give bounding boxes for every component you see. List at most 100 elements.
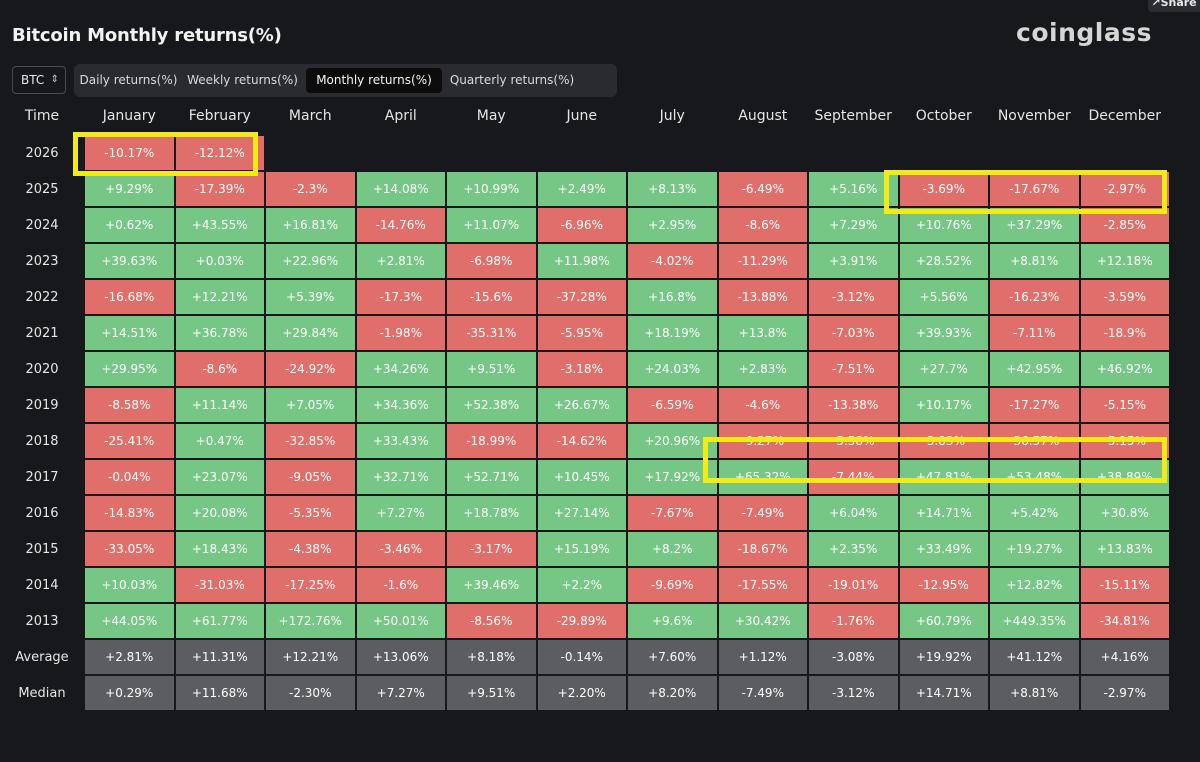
stat-cell: +7.27% bbox=[355, 675, 446, 711]
stat-cell: +8.81% bbox=[989, 675, 1080, 711]
return-cell: +10.99% bbox=[446, 171, 537, 207]
column-header-june: June bbox=[566, 108, 598, 124]
column-header-november: November bbox=[997, 108, 1071, 124]
year-label: 2017 bbox=[25, 469, 59, 485]
return-cell: +3.91% bbox=[808, 243, 899, 279]
return-cell: +7.27% bbox=[355, 495, 446, 531]
return-cell: -5.58% bbox=[808, 423, 899, 459]
return-cell: -17.67% bbox=[989, 171, 1080, 207]
return-cell: +53.48% bbox=[989, 459, 1080, 495]
page-title: Bitcoin Monthly returns(%) bbox=[12, 25, 282, 46]
tab-quarterly-returns[interactable]: Quarterly returns(%) bbox=[449, 73, 575, 87]
return-cell: -1.98% bbox=[355, 315, 446, 351]
share-label: Share bbox=[1160, 0, 1197, 9]
return-cell: -7.49% bbox=[717, 495, 808, 531]
return-cell: +32.71% bbox=[355, 459, 446, 495]
return-cell: -14.83% bbox=[84, 495, 175, 531]
column-header-august: August bbox=[738, 108, 788, 124]
return-cell: -3.83% bbox=[898, 423, 989, 459]
empty-cell bbox=[627, 135, 718, 171]
column-header-september: September bbox=[814, 108, 892, 124]
return-cell: +9.29% bbox=[84, 171, 175, 207]
column-header-december: December bbox=[1088, 108, 1162, 124]
return-cell: -17.25% bbox=[265, 567, 356, 603]
coinglass-logo: coinglass bbox=[1016, 18, 1152, 47]
return-cell: +2.2% bbox=[536, 567, 627, 603]
empty-cell bbox=[355, 135, 446, 171]
column-header-march: March bbox=[288, 108, 332, 124]
return-cell: +47.81% bbox=[898, 459, 989, 495]
return-cell: -31.03% bbox=[174, 567, 265, 603]
year-label: 2024 bbox=[25, 217, 59, 233]
share-button[interactable]: ↗Share bbox=[1148, 0, 1200, 12]
return-cell: -8.6% bbox=[717, 207, 808, 243]
return-cell: -2.3% bbox=[265, 171, 356, 207]
return-cell: -18.67% bbox=[717, 531, 808, 567]
return-cell: +30.8% bbox=[1079, 495, 1170, 531]
year-label: 2025 bbox=[25, 181, 59, 197]
year-label: 2016 bbox=[25, 505, 59, 521]
return-cell: +36.78% bbox=[174, 315, 265, 351]
return-cell: +2.95% bbox=[627, 207, 718, 243]
return-cell: -32.85% bbox=[265, 423, 356, 459]
return-cell: +10.17% bbox=[898, 387, 989, 423]
year-label: 2023 bbox=[25, 253, 59, 269]
column-header-time: Time bbox=[24, 108, 60, 124]
return-cell: -14.62% bbox=[536, 423, 627, 459]
year-label: 2021 bbox=[25, 325, 59, 341]
stat-cell: +9.51% bbox=[446, 675, 537, 711]
stat-cell: +14.71% bbox=[898, 675, 989, 711]
empty-cell bbox=[808, 135, 899, 171]
return-cell: +0.03% bbox=[174, 243, 265, 279]
return-cell: +449.35% bbox=[989, 603, 1080, 639]
stat-cell: +7.60% bbox=[627, 639, 718, 675]
return-cell: -34.81% bbox=[1079, 603, 1170, 639]
stat-cell: +8.20% bbox=[627, 675, 718, 711]
tab-weekly-returns[interactable]: Weekly returns(%) bbox=[187, 73, 298, 87]
stat-cell: +2.81% bbox=[84, 639, 175, 675]
return-cell: +8.81% bbox=[989, 243, 1080, 279]
return-cell: +20.08% bbox=[174, 495, 265, 531]
year-label: 2018 bbox=[25, 433, 59, 449]
return-cell: +10.45% bbox=[536, 459, 627, 495]
table-row: 2018 -25.41% +0.47% -32.85% +33.43% -18.99% -1… bbox=[0, 423, 1170, 459]
stat-cell: +19.92% bbox=[898, 639, 989, 675]
return-cell: -5.95% bbox=[536, 315, 627, 351]
asset-selector[interactable]: BTC ⇕ bbox=[12, 66, 66, 94]
return-cell: +60.79% bbox=[898, 603, 989, 639]
tab-daily-returns[interactable]: Daily returns(%) bbox=[79, 73, 178, 87]
return-cell: +11.98% bbox=[536, 243, 627, 279]
return-cell: -7.44% bbox=[808, 459, 899, 495]
return-cell: -13.88% bbox=[717, 279, 808, 315]
table-row: 2022 -16.68% +12.21% +5.39% -17.3% -15.6% -37.… bbox=[0, 279, 1170, 315]
tab-monthly-returns[interactable]: Monthly returns(%) bbox=[306, 68, 442, 93]
return-cell: +7.05% bbox=[265, 387, 356, 423]
return-cell: -3.46% bbox=[355, 531, 446, 567]
return-cell: +23.07% bbox=[174, 459, 265, 495]
return-cell: +5.16% bbox=[808, 171, 899, 207]
table-row: 2013 +44.05% +61.77% +172.76% +50.01% -8.56% -… bbox=[0, 603, 1170, 639]
return-cell: -3.69% bbox=[898, 171, 989, 207]
return-cell: -17.27% bbox=[989, 387, 1080, 423]
return-cell: +12.21% bbox=[174, 279, 265, 315]
returns-tabs: Daily returns(%) Weekly returns(%) Month… bbox=[74, 64, 617, 97]
return-cell: +0.62% bbox=[84, 207, 175, 243]
return-cell: -16.23% bbox=[989, 279, 1080, 315]
return-cell: +43.55% bbox=[174, 207, 265, 243]
table-row: 2020 +29.95% -8.6% -24.92% +34.26% +9.51% -3.1… bbox=[0, 351, 1170, 387]
return-cell: -4.6% bbox=[717, 387, 808, 423]
return-cell: -24.92% bbox=[265, 351, 356, 387]
return-cell: -17.55% bbox=[717, 567, 808, 603]
stat-row: Average +2.81% +11.31% +12.21% +13.06% +8.18%… bbox=[0, 639, 1170, 675]
column-header-may: May bbox=[476, 108, 506, 124]
year-label: 2022 bbox=[25, 289, 59, 305]
return-cell: +11.14% bbox=[174, 387, 265, 423]
return-cell: -6.98% bbox=[446, 243, 537, 279]
stat-cell: +11.68% bbox=[174, 675, 265, 711]
table-row: 2017 -0.04% +23.07% -9.05% +32.71% +52.71% +10… bbox=[0, 459, 1170, 495]
return-cell: -3.18% bbox=[536, 351, 627, 387]
year-label: 2026 bbox=[25, 145, 59, 161]
return-cell: -3.17% bbox=[446, 531, 537, 567]
return-cell: +5.42% bbox=[989, 495, 1080, 531]
stat-cell: -3.12% bbox=[808, 675, 899, 711]
